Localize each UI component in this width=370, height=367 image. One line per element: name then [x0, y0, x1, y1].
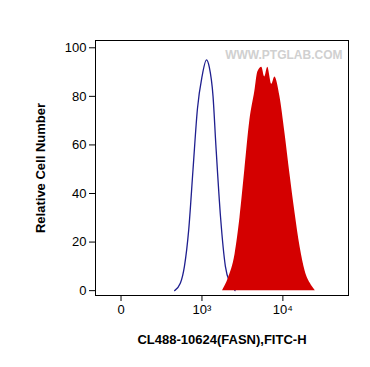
svg-text:40: 40 — [72, 186, 86, 201]
svg-text:CL488-10624(FASN),FITC-H: CL488-10624(FASN),FITC-H — [137, 332, 306, 347]
svg-text:60: 60 — [72, 137, 86, 152]
svg-text:0: 0 — [117, 302, 124, 317]
svg-text:10⁴: 10⁴ — [273, 302, 293, 317]
svg-text:100: 100 — [65, 40, 87, 55]
svg-text:20: 20 — [72, 234, 86, 249]
svg-text:Relative Cell Number: Relative Cell Number — [33, 103, 48, 233]
svg-text:WWW.PTGLAB.COM: WWW.PTGLAB.COM — [225, 48, 342, 62]
svg-text:0: 0 — [79, 283, 86, 298]
svg-text:10³: 10³ — [193, 302, 212, 317]
svg-text:80: 80 — [72, 89, 86, 104]
